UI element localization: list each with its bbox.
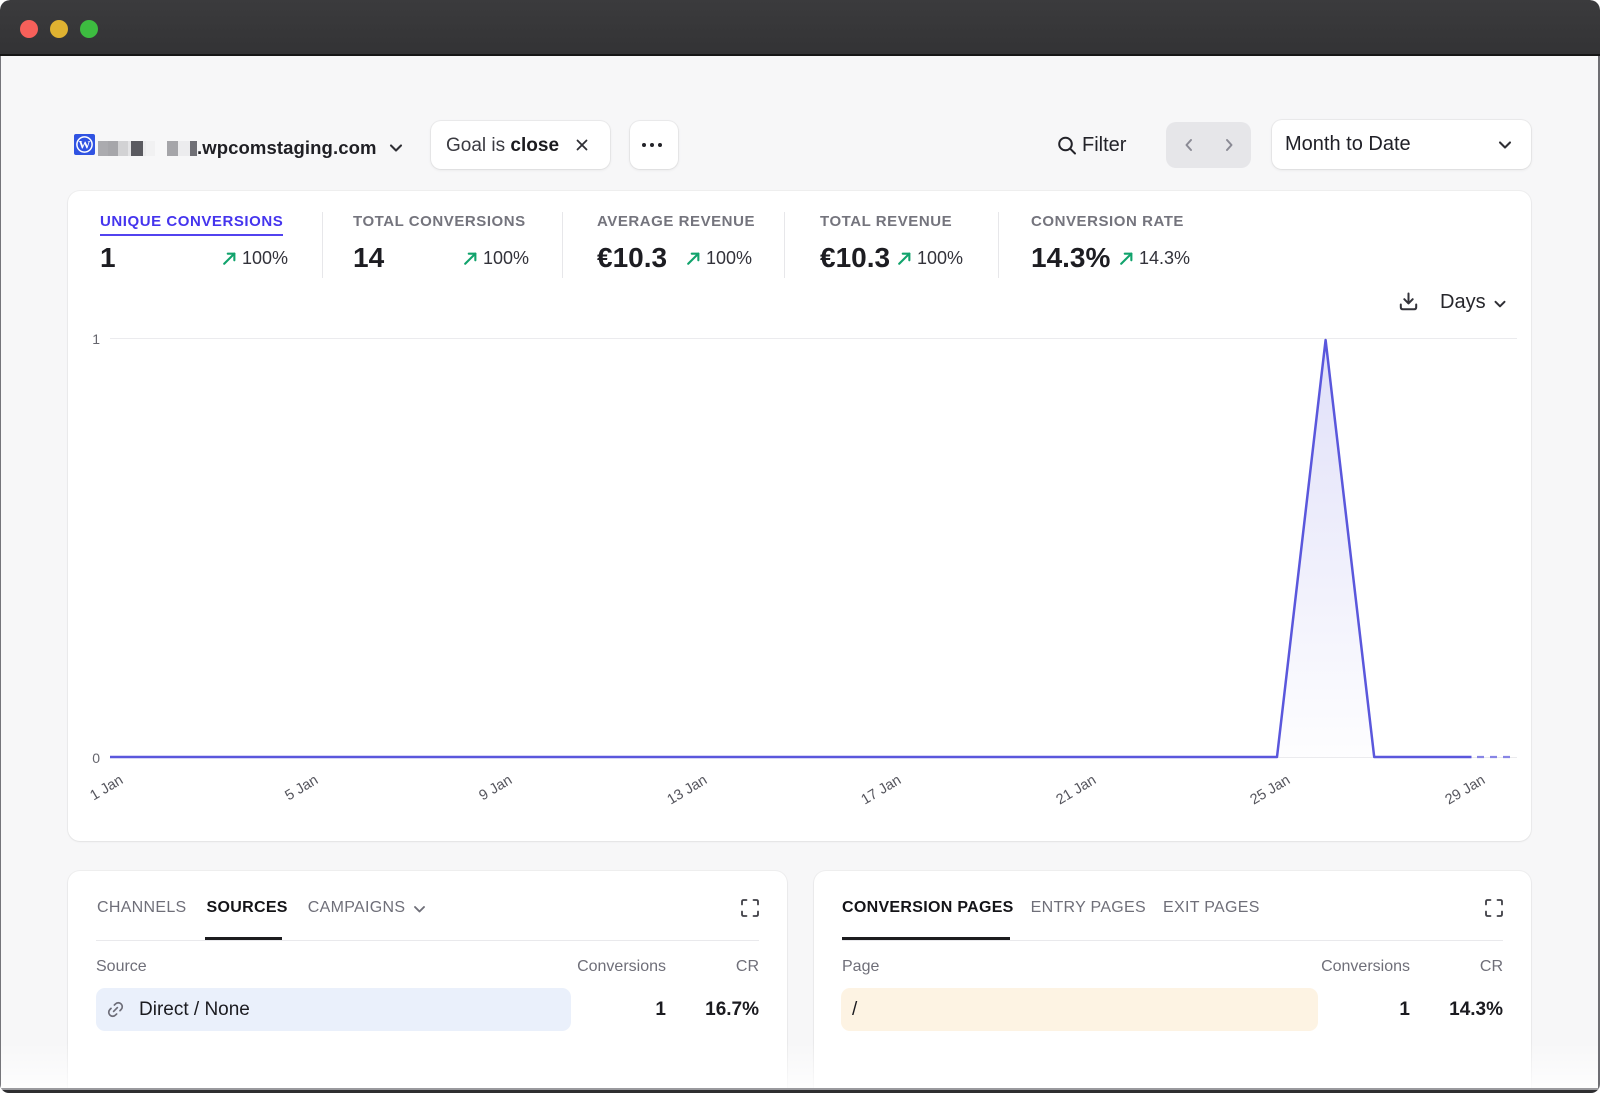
svg-text:W: W: [79, 138, 91, 152]
